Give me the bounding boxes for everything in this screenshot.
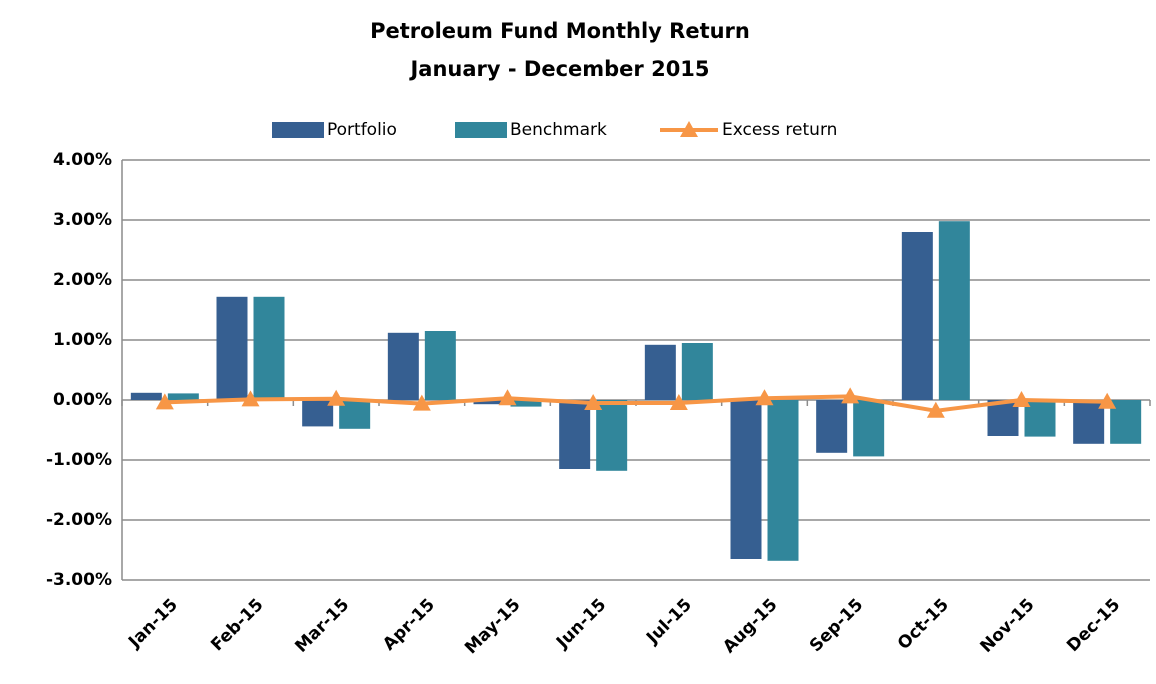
legend-swatch <box>680 121 698 137</box>
y-tick-label: 4.00% <box>53 150 112 170</box>
bar <box>938 221 970 400</box>
legend-label: Portfolio <box>327 120 397 140</box>
marker <box>669 394 688 410</box>
marker <box>1012 391 1031 407</box>
bar <box>424 331 456 400</box>
y-tick-label: 3.00% <box>53 210 112 230</box>
x-tick-label: Jan-15 <box>124 595 182 653</box>
bar <box>730 400 762 559</box>
marker <box>412 394 431 411</box>
marker <box>498 389 517 406</box>
marker <box>755 389 774 406</box>
x-tick-label: Jul-15 <box>642 595 696 649</box>
bar <box>767 400 799 561</box>
bar <box>644 344 676 400</box>
bar <box>130 392 162 400</box>
bar <box>473 400 505 405</box>
marker <box>1098 392 1117 409</box>
chart-title: Petroleum Fund Monthly Return <box>370 19 750 43</box>
bar <box>681 343 713 400</box>
y-tick-label: -2.00% <box>46 510 112 530</box>
bar <box>387 332 419 400</box>
bar <box>901 232 933 400</box>
bar <box>596 400 628 471</box>
legend-label: Excess return <box>722 120 837 140</box>
bar <box>816 400 848 453</box>
bar <box>167 393 199 400</box>
x-tick-label: Dec-15 <box>1063 595 1124 656</box>
legend-swatch <box>455 122 507 138</box>
bar <box>1073 400 1105 444</box>
y-tick-label: 2.00% <box>53 270 112 290</box>
marker <box>241 390 260 407</box>
marker <box>584 394 603 410</box>
bar <box>1110 400 1142 444</box>
legend-swatch <box>272 122 324 138</box>
legend-label: Benchmark <box>510 120 607 140</box>
bar <box>216 296 248 400</box>
x-tick-label: May-15 <box>461 595 524 658</box>
x-tick-label: Sep-15 <box>806 595 867 656</box>
x-tick-label: Oct-15 <box>894 595 953 654</box>
bar <box>253 296 285 400</box>
x-tick-label: Jun-15 <box>552 595 610 653</box>
y-tick-label: -3.00% <box>46 570 112 590</box>
y-tick-label: 1.00% <box>53 330 112 350</box>
y-tick-label: -1.00% <box>46 450 112 470</box>
chart-subtitle: January - December 2015 <box>408 57 709 81</box>
x-tick-label: Apr-15 <box>379 595 439 655</box>
marker <box>155 393 174 410</box>
bar <box>853 400 885 457</box>
x-tick-label: Feb-15 <box>207 595 267 655</box>
line <box>164 394 1108 413</box>
x-tick-label: Mar-15 <box>291 595 353 657</box>
x-tick-label: Aug-15 <box>719 595 781 657</box>
bar <box>559 400 591 469</box>
x-tick-label: Nov-15 <box>977 595 1039 657</box>
bar <box>510 400 542 407</box>
y-tick-label: 0.00% <box>53 390 112 410</box>
marker <box>841 387 860 404</box>
marker <box>926 401 945 418</box>
marker <box>327 389 346 406</box>
